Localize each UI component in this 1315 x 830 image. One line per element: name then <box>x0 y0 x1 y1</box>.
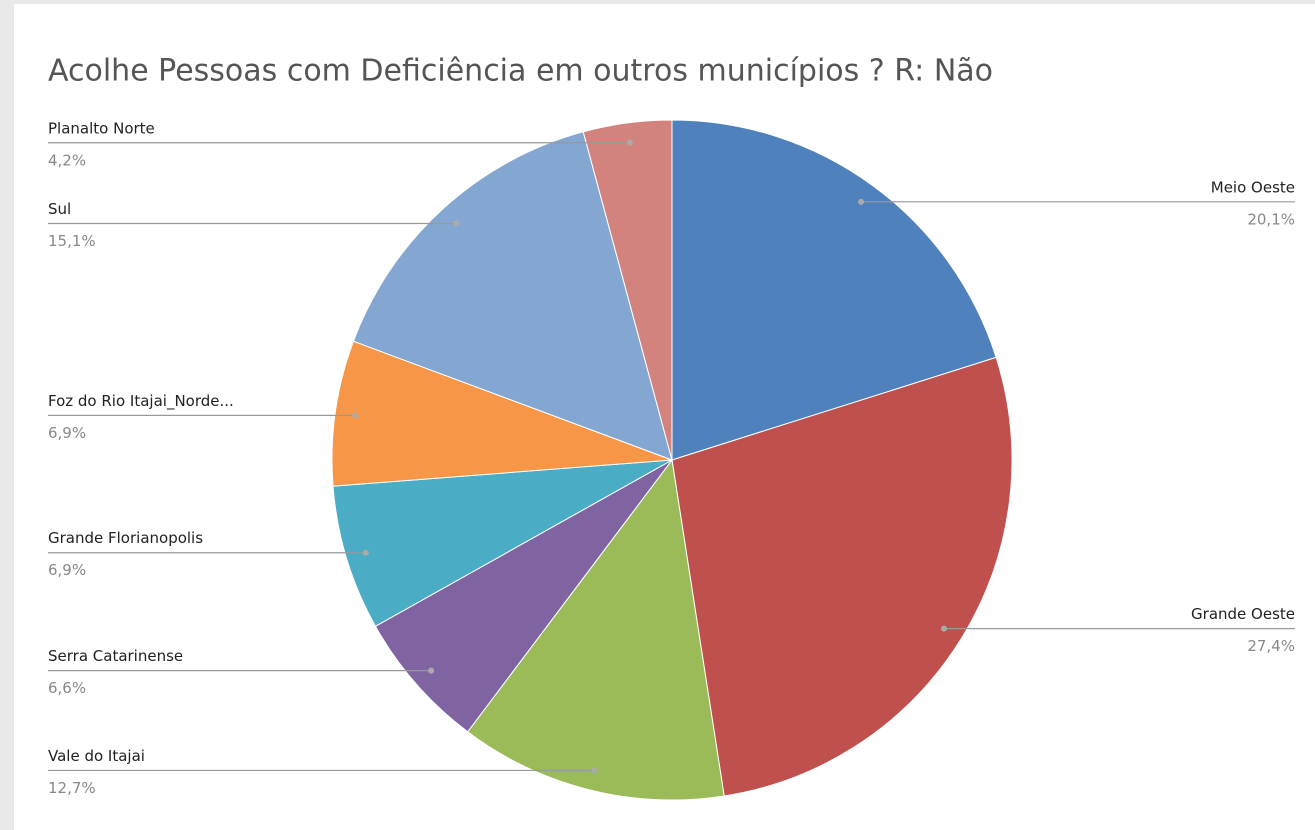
slice-label: Serra Catarinense <box>48 647 183 665</box>
pie-slice <box>671 119 997 461</box>
slice-value-label: 12,7% <box>48 779 96 797</box>
slice-label: Foz do Rio Itajai_Norde... <box>48 392 234 411</box>
leader-dot <box>940 625 947 632</box>
slice-value-label: 20,1% <box>1247 210 1295 228</box>
pie-slice <box>374 459 673 733</box>
pie-slice <box>332 459 673 627</box>
slice-value-label: 6,9% <box>48 561 86 579</box>
slice-value-label: 6,9% <box>48 424 86 442</box>
slice-value-label: 6,6% <box>48 679 86 697</box>
slice-label: Sul <box>48 200 71 218</box>
leader-dot <box>858 198 865 205</box>
leader-dot <box>362 549 369 556</box>
slice-label: Grande Oeste <box>1191 605 1295 623</box>
pie-slice <box>466 458 725 801</box>
leader-dot <box>626 139 633 146</box>
slice-label: Planalto Norte <box>48 119 155 137</box>
slice-value-label: 15,1% <box>48 232 96 250</box>
slice-label: Vale do Itajai <box>48 747 145 765</box>
leader-dot <box>453 220 460 227</box>
chart-title: Acolhe Pessoas com Deficiência em outros… <box>48 54 993 89</box>
slice-label: Grande Florianopolis <box>48 529 203 547</box>
pie-slice <box>331 340 673 487</box>
slice-label: Meio Oeste <box>1211 178 1295 196</box>
pie-slice <box>582 119 673 461</box>
slice-value-label: 27,4% <box>1247 637 1295 655</box>
leader-dot <box>352 412 359 419</box>
pie-slice <box>671 356 1013 797</box>
leader-dot <box>591 767 598 774</box>
slice-value-label: 4,2% <box>48 151 86 169</box>
leader-dot <box>428 667 435 674</box>
